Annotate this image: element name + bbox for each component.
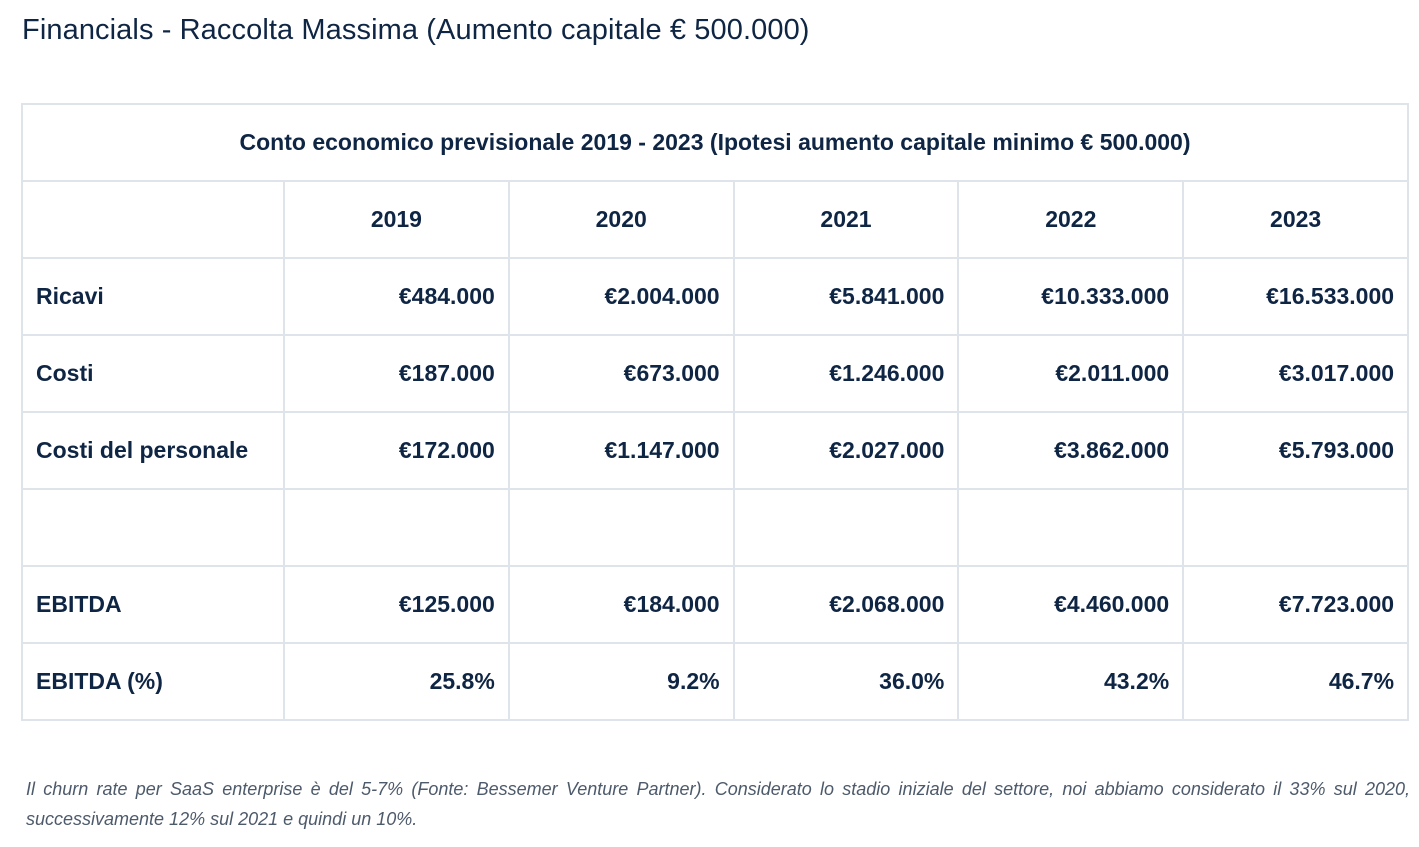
- table-row-empty: [21, 488, 1410, 567]
- table-cell: €2.011.000: [957, 334, 1185, 413]
- table-cell: [507, 488, 735, 567]
- table-row-costi-personale: Costi del personale €172.000 €1.147.000 …: [21, 411, 1410, 490]
- table-cell: €10.333.000: [957, 257, 1185, 336]
- header-year-2019: 2019: [283, 180, 510, 259]
- table-cell: €2.027.000: [732, 411, 960, 490]
- table-cell: 43.2%: [957, 642, 1185, 721]
- table-cell: [283, 488, 510, 567]
- header-year-2023: 2023: [1182, 180, 1410, 259]
- header-corner-cell: [21, 180, 285, 259]
- table-cell: €172.000: [283, 411, 510, 490]
- table-cell: €16.533.000: [1182, 257, 1410, 336]
- table-cell: €3.017.000: [1182, 334, 1410, 413]
- table-header-row: 2019 2020 2021 2022 2023: [21, 180, 1410, 259]
- header-year-2022: 2022: [957, 180, 1185, 259]
- table-cell: [1182, 488, 1410, 567]
- table-cell: €1.246.000: [732, 334, 960, 413]
- table-cell: €2.068.000: [732, 565, 960, 644]
- row-label: Ricavi: [21, 257, 285, 336]
- table-cell: €673.000: [507, 334, 735, 413]
- row-label: EBITDA (%): [21, 642, 285, 721]
- financials-table-container: Conto economico previsionale 2019 - 2023…: [20, 103, 1410, 721]
- row-label: Costi del personale: [21, 411, 285, 490]
- table-cell: €484.000: [283, 257, 510, 336]
- financials-table: Conto economico previsionale 2019 - 2023…: [20, 103, 1410, 721]
- table-cell: €4.460.000: [957, 565, 1185, 644]
- header-year-2020: 2020: [507, 180, 735, 259]
- table-cell: €3.862.000: [957, 411, 1185, 490]
- table-cell: [957, 488, 1185, 567]
- table-cell: 25.8%: [283, 642, 510, 721]
- table-caption-row: Conto economico previsionale 2019 - 2023…: [20, 103, 1410, 182]
- row-label: [21, 488, 285, 567]
- table-row-ebitda: EBITDA €125.000 €184.000 €2.068.000 €4.4…: [21, 565, 1410, 644]
- table-row-ebitda-percent: EBITDA (%) 25.8% 9.2% 36.0% 43.2% 46.7%: [21, 642, 1410, 721]
- table-cell: [732, 488, 960, 567]
- table-cell: €5.793.000: [1182, 411, 1410, 490]
- table-cell: 46.7%: [1182, 642, 1410, 721]
- row-label: EBITDA: [21, 565, 285, 644]
- table-row-ricavi: Ricavi €484.000 €2.004.000 €5.841.000 €1…: [21, 257, 1410, 336]
- row-label: Costi: [21, 334, 285, 413]
- table-cell: €125.000: [283, 565, 510, 644]
- footnote: Il churn rate per SaaS enterprise è del …: [26, 779, 1410, 829]
- header-year-2021: 2021: [732, 180, 960, 259]
- table-caption: Conto economico previsionale 2019 - 2023…: [20, 103, 1410, 182]
- table-cell: €7.723.000: [1182, 565, 1410, 644]
- table-cell: €2.004.000: [507, 257, 735, 336]
- table-cell: €187.000: [283, 334, 510, 413]
- table-row-costi: Costi €187.000 €673.000 €1.246.000 €2.01…: [21, 334, 1410, 413]
- table-cell: €184.000: [507, 565, 735, 644]
- table-cell: €5.841.000: [732, 257, 960, 336]
- table-cell: €1.147.000: [507, 411, 735, 490]
- page-title: Financials - Raccolta Massima (Aumento c…: [22, 14, 810, 46]
- table-cell: 9.2%: [507, 642, 735, 721]
- table-cell: 36.0%: [732, 642, 960, 721]
